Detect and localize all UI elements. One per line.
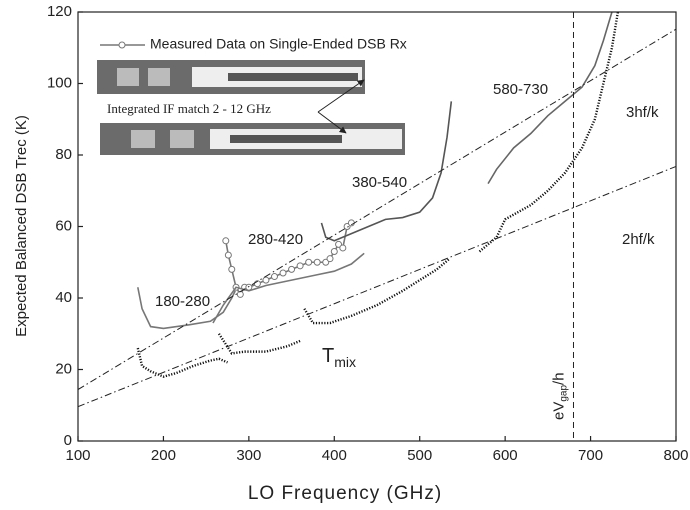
series-line	[78, 28, 676, 390]
data-point	[339, 244, 347, 252]
series-label: 180-280	[155, 293, 210, 310]
x-tick-label: 700	[578, 447, 603, 464]
series-line	[487, 12, 613, 185]
y-tick-label: 60	[55, 217, 72, 234]
data-point	[313, 258, 321, 266]
data-point	[330, 248, 338, 256]
x-tick-label: 800	[663, 447, 688, 464]
data-point	[326, 255, 334, 263]
inset-caption: Integrated IF match 2 - 12 GHz	[107, 101, 271, 116]
series-line	[320, 101, 453, 242]
series-line	[78, 165, 676, 408]
x-axis-title: LO Frequency (GHz)	[248, 483, 442, 504]
series-line	[212, 252, 365, 324]
x-tick-label: 100	[65, 447, 90, 464]
data-point	[305, 258, 313, 266]
series-label: 580-730	[493, 81, 548, 98]
plot-frame	[77, 11, 677, 442]
data-point	[270, 273, 278, 281]
series-line	[137, 287, 236, 330]
x-tick-label: 200	[151, 447, 176, 464]
gap-label-main: eV	[550, 402, 567, 420]
series-label: 2hf/k	[622, 231, 655, 248]
tmix-sub: mix	[334, 354, 356, 370]
x-tick-label: 600	[493, 447, 518, 464]
data-point	[288, 265, 296, 273]
gap-label-sub: gap	[558, 385, 569, 402]
y-tick-label: 20	[55, 360, 72, 377]
gap-label-suffix: /h	[550, 372, 567, 385]
legend-label: Measured Data on Single-Ended DSB Rx	[150, 36, 407, 52]
gap-label: eVgap/h	[550, 372, 569, 420]
y-tick-label: 80	[55, 146, 72, 163]
y-tick-label: 100	[47, 74, 72, 91]
data-point	[262, 276, 270, 284]
tmix-main: T	[322, 345, 334, 367]
legend-marker	[118, 41, 126, 49]
x-tick-label: 500	[407, 447, 432, 464]
inset: Integrated IF match 2 - 12 GHz	[97, 60, 405, 155]
series-line	[225, 222, 352, 296]
data-point	[236, 290, 244, 298]
tmix-label: Tmix	[322, 345, 356, 369]
y-tick-label: 40	[55, 289, 72, 306]
data-point	[296, 262, 304, 270]
data-point	[228, 265, 236, 273]
series-label: 3hf/k	[626, 104, 659, 121]
y-tick-label: 120	[47, 3, 72, 20]
x-tick-label: 300	[236, 447, 261, 464]
x-tick-label: 400	[322, 447, 347, 464]
series-label: 280-420	[248, 231, 303, 248]
data-point	[224, 251, 232, 259]
data-point	[279, 269, 287, 277]
y-tick-label: 0	[64, 432, 72, 449]
series-label: 380-540	[352, 174, 407, 191]
y-axis-title: Expected Balanced DSB Trec (K)	[13, 115, 30, 337]
data-point	[222, 237, 230, 245]
